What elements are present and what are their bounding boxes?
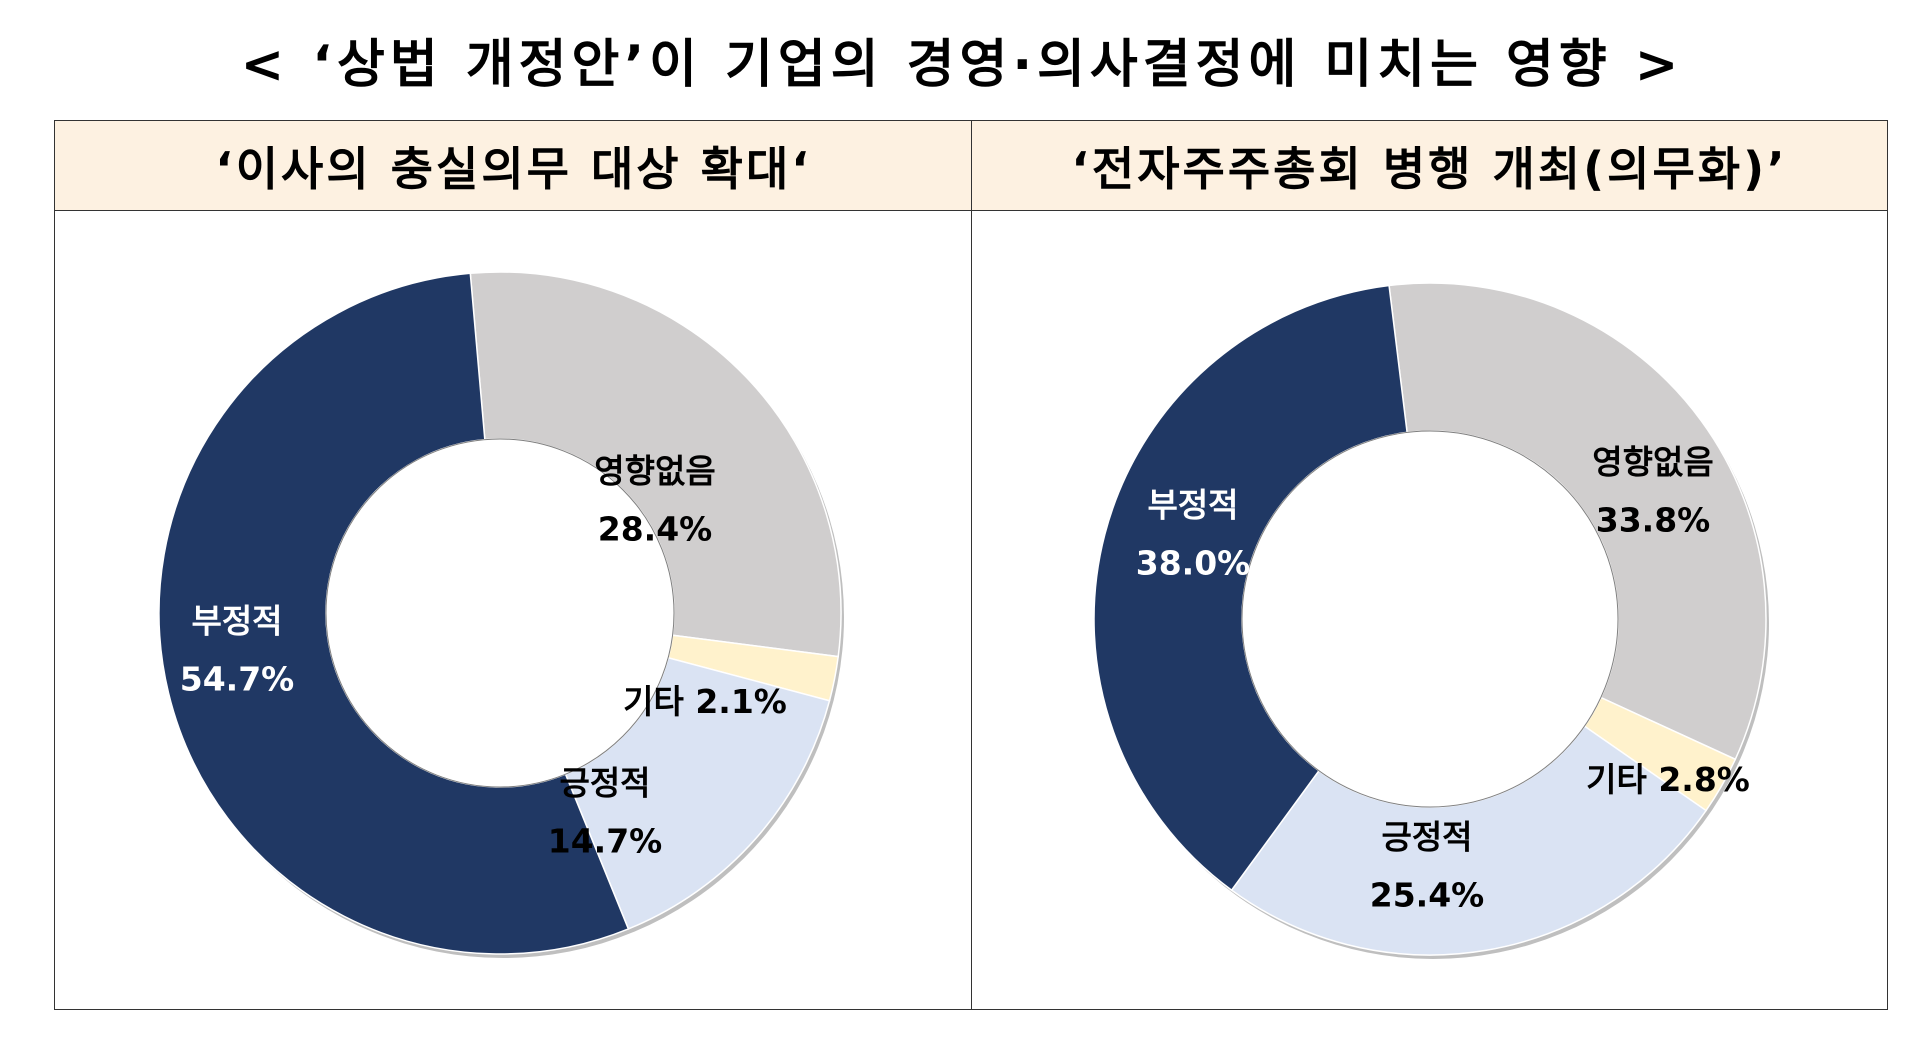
slice-label-1: 기타 2.1%	[623, 682, 787, 721]
slice-category-3: 부정적	[1147, 486, 1238, 525]
slice-value-0: 28.4%	[598, 510, 713, 549]
chart-title-left: ‘이사의 충실의무 대상 확대‘	[55, 121, 972, 211]
slice-value-2: 25.4%	[1370, 876, 1485, 915]
donut-hole	[325, 438, 675, 788]
main-title: < ‘상법 개정안’이 기업의 경영·의사결정에 미치는 영향 >	[240, 35, 1684, 95]
chart-panel-left: ‘이사의 충실의무 대상 확대‘ 영향없음 28.4% 기타 2.1% 긍정적 14.7…	[54, 120, 973, 1010]
slice-value-3: 38.0%	[1136, 544, 1251, 583]
slice-value-1: 2.8%	[1658, 760, 1750, 799]
donut-chart-left: 영향없음 28.4% 기타 2.1% 긍정적 14.7% 부정적 54.7%	[158, 271, 844, 958]
slice-label-1: 기타 2.8%	[1586, 760, 1750, 799]
slice-category-0: 영향없음	[594, 452, 715, 491]
slice-value-0: 33.8%	[1596, 501, 1711, 540]
slice-category-2: 긍정적	[1381, 818, 1472, 857]
slice-category-3: 부정적	[191, 602, 282, 641]
slice-category-0: 영향없음	[1592, 443, 1713, 482]
slice-category-2: 긍정적	[559, 764, 650, 803]
slice-category-1: 기타	[623, 682, 684, 721]
slice-value-1: 2.1%	[695, 682, 787, 721]
slice-value-3: 54.7%	[180, 660, 295, 699]
slice-category-1: 기타	[1586, 760, 1647, 799]
donut-hole	[1241, 430, 1619, 808]
chart-panel-right: ‘전자주주총회 병행 개최(의무화)’ 영향없음 33.8% 기타 2.8% 긍정적 2…	[971, 120, 1888, 1010]
donut-chart-right: 영향없음 33.8% 기타 2.8% 긍정적 25.4% 부정적 38.0%	[1093, 282, 1769, 959]
chart-title-right: ‘전자주주총회 병행 개최(의무화)’	[972, 121, 1887, 211]
slice-value-2: 14.7%	[548, 822, 663, 861]
